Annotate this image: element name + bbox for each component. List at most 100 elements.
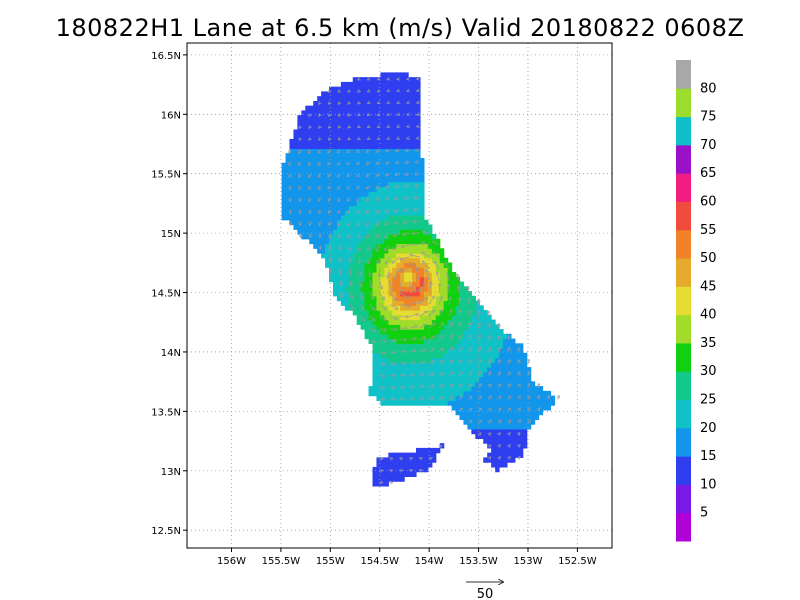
wind-cell (396, 395, 401, 401)
wind-cell (423, 357, 429, 363)
wind-cell (392, 77, 397, 83)
wind-cell (356, 319, 362, 325)
wind-cell (372, 81, 378, 88)
wind-cell (360, 310, 366, 316)
wind-cell (332, 234, 338, 240)
wind-cell (336, 229, 342, 235)
wind-cell (360, 205, 366, 211)
wind-cell (431, 329, 437, 335)
wind-cell (431, 262, 437, 268)
wind-cell (455, 319, 461, 325)
wind-cell (404, 386, 409, 392)
wind-cell (332, 267, 338, 273)
wind-cell (305, 200, 310, 207)
colorbar-label: 35 (700, 336, 717, 351)
wind-cell (285, 210, 291, 216)
wind-cell (384, 333, 389, 340)
wind-cell (412, 333, 417, 340)
wind-cell (451, 395, 457, 401)
wind-vector (378, 91, 380, 92)
wind-vector (439, 284, 440, 293)
wind-cell (506, 414, 512, 420)
wind-cell (510, 400, 516, 406)
wind-vector (415, 186, 420, 187)
plot-frame (186, 42, 613, 549)
wind-cell (408, 162, 413, 169)
wind-cell (384, 205, 389, 211)
wind-cell (423, 400, 429, 406)
wind-cell (325, 262, 330, 268)
wind-cell (502, 352, 508, 359)
wind-cell (388, 191, 393, 197)
wind-vector (339, 244, 340, 250)
wind-cell (400, 172, 405, 178)
wind-cell (336, 138, 342, 145)
wind-vector (319, 102, 321, 104)
colorbar-label: 20 (700, 421, 717, 436)
wind-cell (321, 243, 326, 249)
wind-cell (423, 314, 429, 321)
wind-cell (297, 134, 302, 140)
wind-cell (348, 148, 354, 154)
wind-cell (372, 343, 378, 349)
wind-cell (495, 443, 500, 449)
wind-vector (376, 232, 381, 238)
wind-cell (396, 466, 401, 473)
wind-cell (388, 229, 393, 235)
wind-cell (423, 253, 429, 259)
wind-cell (376, 457, 382, 463)
wind-cell (463, 319, 468, 325)
wind-cell (467, 352, 472, 359)
wind-cell (356, 191, 362, 197)
wind-cell (372, 134, 378, 140)
wind-cell (388, 367, 393, 373)
wind-cell (329, 267, 334, 273)
wind-cell (325, 91, 330, 97)
wind-cell (423, 329, 429, 335)
wind-cell (491, 348, 496, 354)
wind-vector (508, 408, 510, 412)
wind-cell (443, 300, 449, 306)
wind-vector (348, 185, 351, 189)
wind-cell (471, 362, 476, 368)
wind-cell (416, 86, 421, 93)
wind-cell (293, 191, 298, 197)
wind-cell (435, 390, 441, 397)
wind-cell (408, 143, 413, 150)
wind-cell (404, 376, 409, 382)
wind-cell (380, 205, 385, 211)
wind-cell (396, 219, 401, 226)
wind-cell (408, 129, 413, 135)
wind-cell (404, 224, 409, 230)
wind-cell (471, 319, 476, 325)
wind-cell (416, 162, 421, 169)
wind-cell (427, 329, 433, 335)
wind-cell (336, 91, 342, 97)
wind-vector (409, 374, 414, 375)
wind-cell (388, 348, 393, 354)
wind-cell (499, 433, 504, 439)
wind-cell (313, 200, 318, 207)
wind-vector (396, 150, 400, 151)
wind-cell (487, 319, 492, 325)
wind-vector (376, 209, 380, 212)
wind-cell (301, 119, 306, 126)
wind-cell (499, 409, 504, 416)
wind-vector (518, 348, 519, 353)
wind-cell (423, 234, 429, 240)
wind-cell (360, 286, 366, 292)
wind-cell (384, 390, 389, 397)
wind-vector (338, 102, 340, 104)
wind-cell (412, 134, 417, 140)
wind-cell (340, 200, 346, 207)
wind-cell (463, 295, 468, 302)
y-tick-label: 16N (161, 110, 181, 121)
wind-cell (305, 110, 310, 116)
wind-cell (404, 186, 409, 192)
wind-cell (352, 115, 358, 121)
wind-cell (388, 115, 393, 121)
wind-cell (400, 333, 405, 340)
wind-cell (380, 176, 385, 183)
wind-cell (344, 124, 350, 131)
